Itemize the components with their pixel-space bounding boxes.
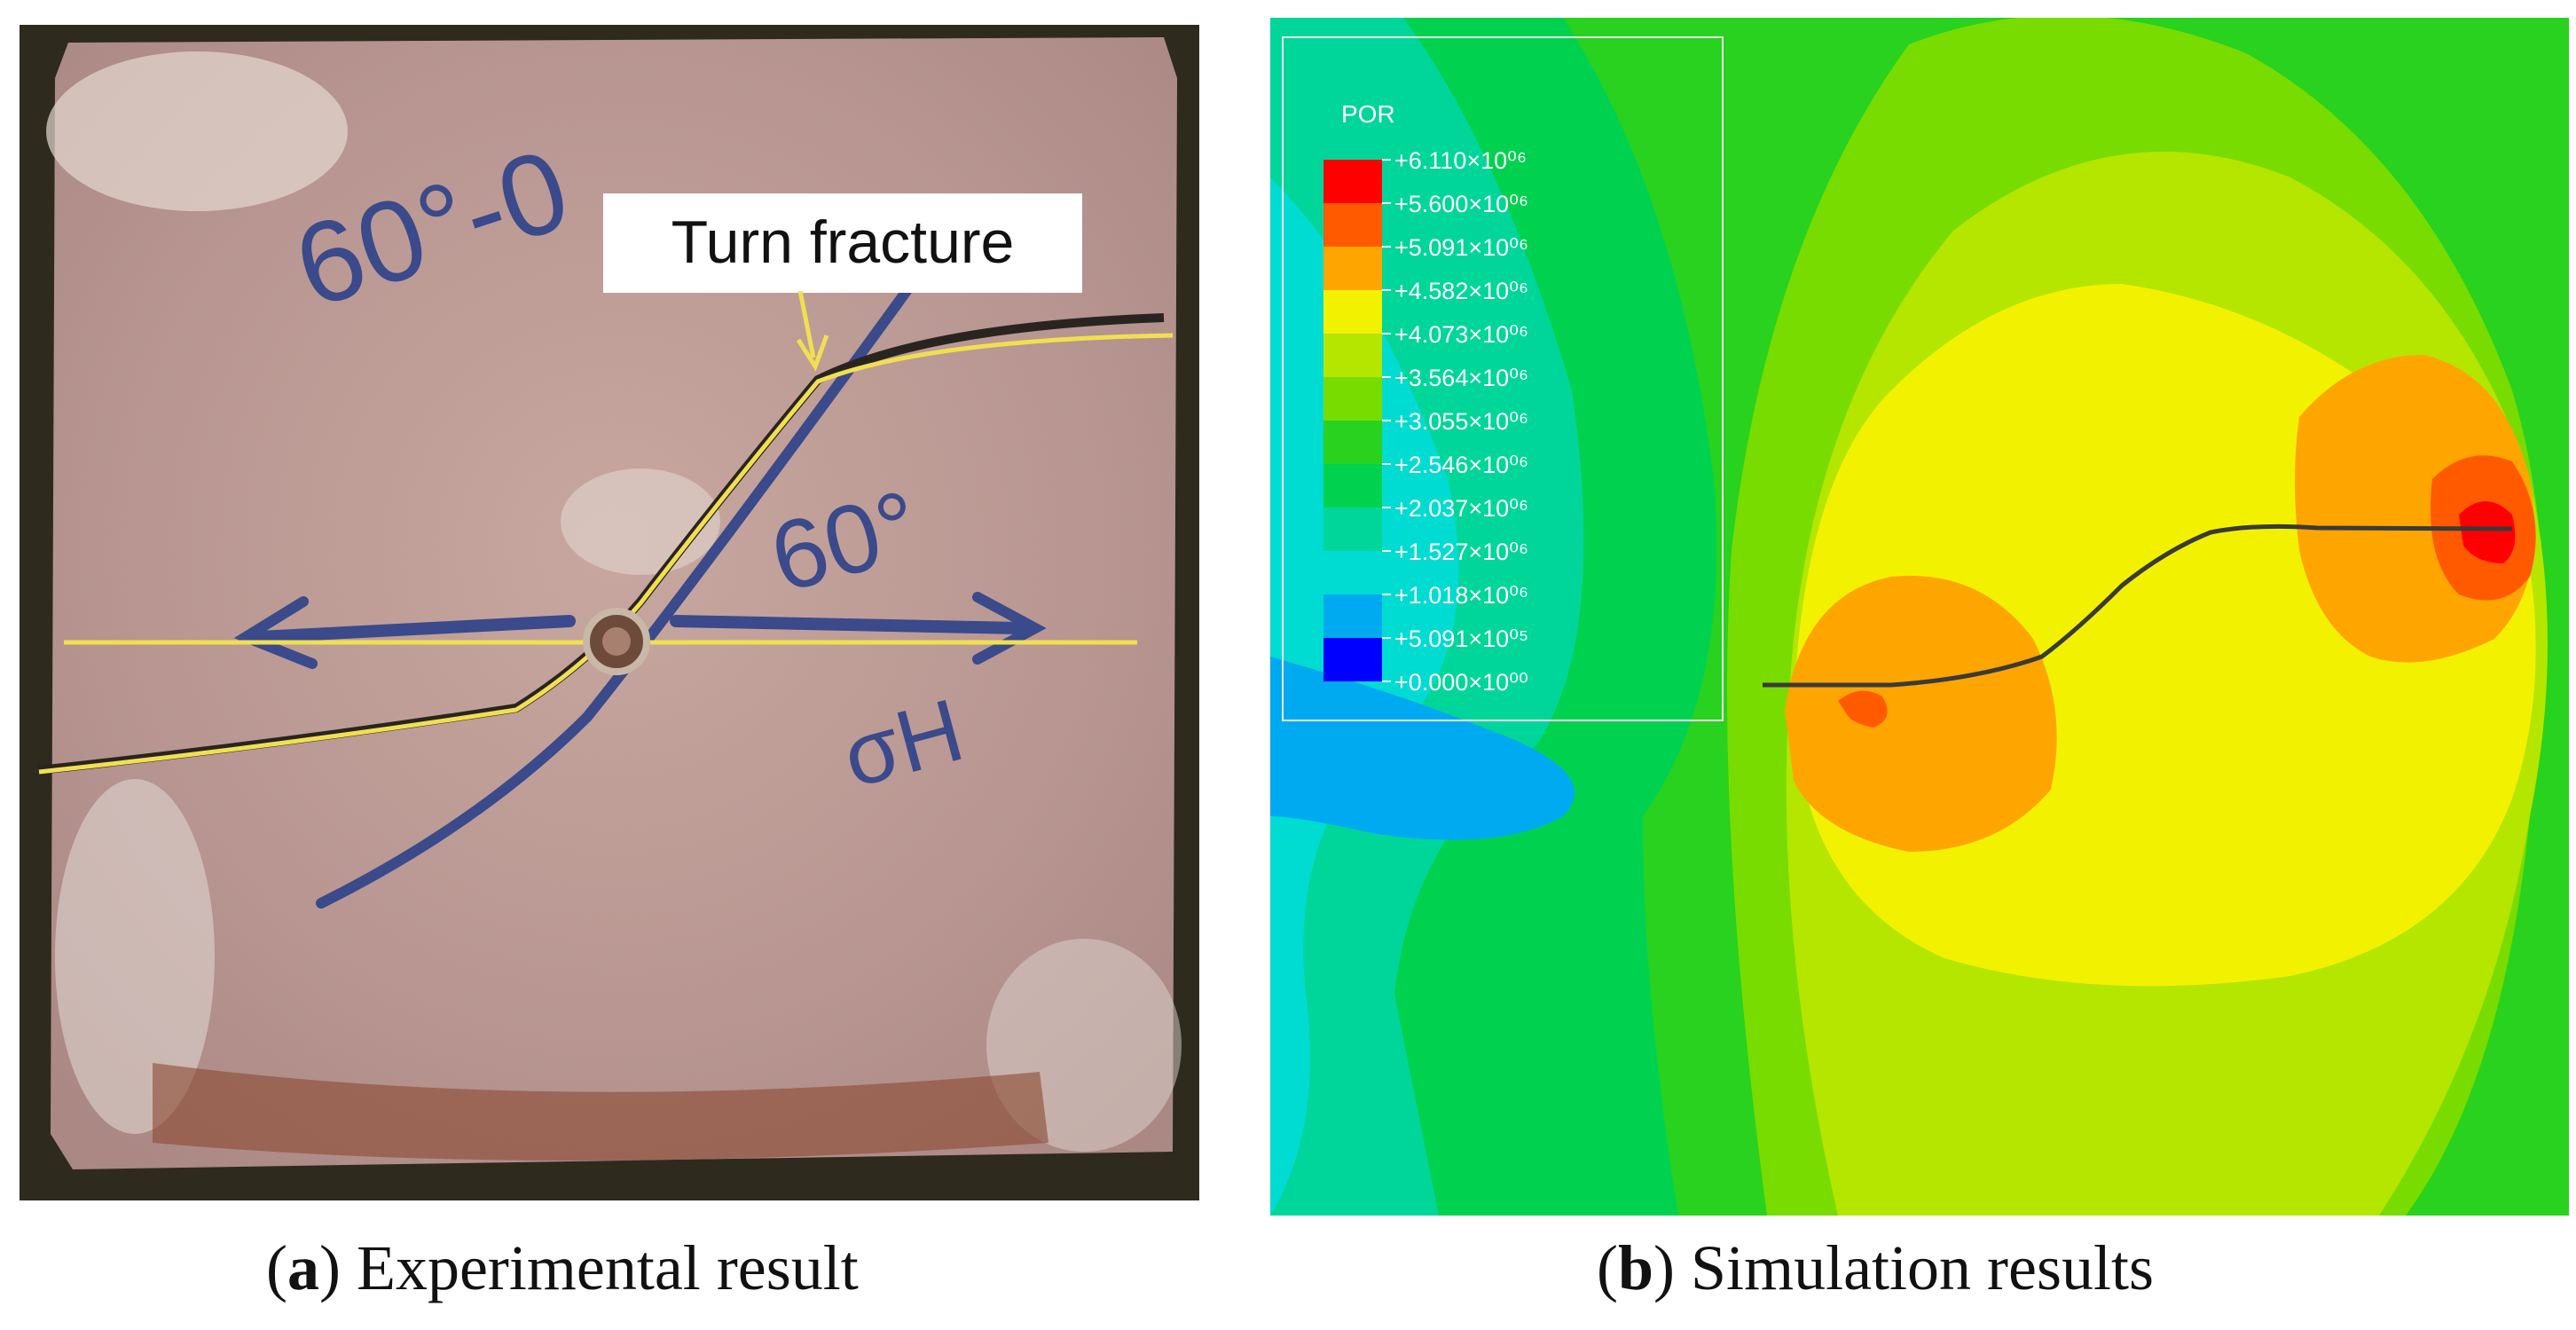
left-pressure-lobe (1785, 575, 2057, 852)
caption-b-text: Simulation results (1691, 1232, 2155, 1303)
drawn-angle-line (316, 286, 912, 909)
legend-swatch (1323, 464, 1382, 508)
arrow-right-line (670, 615, 1028, 634)
simulation-contour-plot: POR +6.110×10⁰⁶ +5.600×10⁰⁶ +5.091×10⁰⁶ +4.… (1270, 18, 2569, 1216)
legend-swatch (1323, 638, 1382, 681)
arrow-right-head (972, 592, 1047, 665)
legend-swatch (1323, 508, 1382, 551)
legend-swatch (1323, 247, 1382, 290)
caption-b: (b) Simulation results (1597, 1232, 2155, 1303)
experimental-photo: 60°-0 60° σH Turn fracture (20, 25, 1199, 1200)
legend-swatch (1323, 421, 1382, 464)
legend-label: +5.600×10⁰⁶ (1394, 191, 1528, 217)
legend-title: POR (1341, 100, 1395, 128)
legend-items: +6.110×10⁰⁶ +5.600×10⁰⁶ +5.091×10⁰⁶ +4.582×… (1323, 147, 1528, 696)
legend-swatch (1323, 551, 1382, 594)
legend-label: +4.582×10⁰⁶ (1394, 278, 1528, 304)
legend-label: +1.527×10⁰⁶ (1394, 539, 1528, 565)
legend-label: +2.037×10⁰⁶ (1394, 495, 1528, 522)
legend-frame (1282, 36, 1724, 721)
simulated-fracture (1763, 523, 2513, 688)
legend-label: +5.091×10⁰⁵ (1394, 626, 1528, 652)
turn-fracture-label: Turn fracture (671, 209, 1015, 276)
legend-swatch (1323, 203, 1382, 247)
arrow-left-head (233, 596, 318, 669)
legend-label: +1.018×10⁰⁶ (1394, 582, 1528, 609)
legend-label: +0.000×10⁰⁰ (1394, 669, 1528, 696)
contour-svg: POR +6.110×10⁰⁶ +5.600×10⁰⁶ +5.091×10⁰⁶ +4.… (1270, 18, 2569, 1216)
annotation-pointer (797, 290, 816, 358)
legend-label: +5.091×10⁰⁶ (1394, 234, 1528, 261)
legend-label: +3.564×10⁰⁶ (1394, 365, 1528, 391)
legend-swatch (1323, 290, 1382, 334)
legend-label: +2.546×10⁰⁶ (1394, 452, 1528, 478)
legend-label: +3.055×10⁰⁶ (1394, 408, 1528, 435)
specimen-photo-svg: 60°-0 60° σH Turn fracture (20, 25, 1199, 1200)
arrow-left-line (253, 615, 576, 643)
legend-swatch (1323, 377, 1382, 421)
legend-label: +4.073×10⁰⁶ (1394, 321, 1528, 348)
caption-a: (a) Experimental result (266, 1232, 859, 1303)
legend-swatch (1323, 594, 1382, 638)
legend-swatch (1323, 334, 1382, 377)
caption-a-letter: a (287, 1232, 319, 1303)
legend-swatch (1323, 160, 1382, 203)
caption-a-text: Experimental result (356, 1232, 859, 1303)
turn-fracture-label-box (603, 193, 1082, 293)
caption-b-letter: b (1617, 1232, 1654, 1303)
legend-label: +6.110×10⁰⁶ (1394, 147, 1527, 174)
fracture-trace (38, 333, 1174, 775)
